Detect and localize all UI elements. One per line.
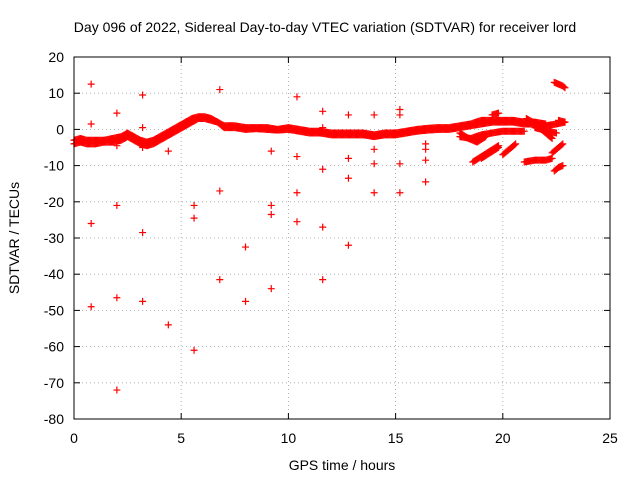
data-point: [520, 127, 528, 135]
x-tick-label: 0: [70, 430, 78, 446]
y-tick-label: 10: [48, 85, 64, 101]
y-tick-label: -10: [44, 158, 64, 174]
data-point: [267, 210, 275, 218]
data-point: [422, 156, 430, 164]
data-point: [561, 84, 569, 92]
data-point: [422, 178, 430, 186]
chart-title: Day 096 of 2022, Sidereal Day-to-day VTE…: [74, 19, 576, 35]
data-point: [370, 160, 378, 168]
data-point: [139, 91, 147, 99]
data-point: [319, 107, 327, 115]
data-point: [139, 297, 147, 305]
x-tick-label: 15: [388, 430, 404, 446]
data-point: [164, 147, 172, 155]
data-point: [542, 120, 550, 128]
data-point: [370, 189, 378, 197]
data-point: [482, 133, 490, 141]
data-point: [511, 141, 519, 149]
data-point: [267, 201, 275, 209]
data-point: [560, 83, 568, 91]
y-tick-label: -70: [44, 375, 64, 391]
data-point: [113, 294, 121, 302]
data-point: [293, 93, 301, 101]
data-point: [548, 134, 556, 142]
data-point: [344, 241, 352, 249]
data-point: [293, 189, 301, 197]
data-point: [139, 124, 147, 132]
y-tick-label: -20: [44, 194, 64, 210]
x-tick-label: 20: [495, 430, 511, 446]
x-tick-label: 10: [281, 430, 297, 446]
data-point: [512, 140, 520, 148]
data-point: [559, 162, 567, 170]
data-point: [113, 386, 121, 394]
data-point: [559, 140, 567, 148]
y-tick-label: 0: [56, 121, 64, 137]
data-point: [370, 111, 378, 119]
y-tick-label: -30: [44, 230, 64, 246]
y-tick-label: -40: [44, 266, 64, 282]
data-point: [396, 189, 404, 197]
x-tick-label: 25: [602, 430, 618, 446]
data-point: [495, 144, 503, 151]
data-point: [422, 145, 430, 153]
data-point: [164, 321, 172, 329]
data-point: [293, 153, 301, 161]
x-axis-label: GPS time / hours: [289, 457, 396, 473]
data-point: [344, 174, 352, 182]
data-point: [396, 160, 404, 168]
data-point: [113, 142, 121, 150]
data-point: [495, 109, 503, 117]
data-point: [344, 111, 352, 119]
data-point: [190, 346, 198, 354]
data-point: [242, 297, 250, 305]
data-point: [87, 220, 95, 228]
data-point: [190, 214, 198, 222]
x-tick-label: 5: [177, 430, 185, 446]
data-point: [216, 86, 224, 94]
data-point: [396, 111, 404, 119]
data-point: [481, 133, 489, 141]
data-point: [561, 118, 569, 126]
data-point: [293, 218, 301, 226]
data-point: [216, 187, 224, 195]
data-point: [242, 243, 250, 251]
y-tick-label: -50: [44, 302, 64, 318]
data-point: [267, 147, 275, 155]
data-point: [87, 303, 95, 311]
data-point: [370, 145, 378, 153]
data-point: [319, 124, 327, 132]
data-points: [70, 78, 569, 394]
data-point: [87, 80, 95, 88]
data-point: [552, 129, 560, 137]
data-point: [319, 165, 327, 173]
data-point: [344, 154, 352, 162]
data-point: [493, 144, 501, 152]
y-tick-label: -60: [44, 339, 64, 355]
axis-ticks: 0 5 10 15 20 25 -80 -70 -60 -50 -40 -30 -20 -10 0 10 20: [44, 49, 618, 446]
y-axis-label: SDTVAR / TECUs: [6, 182, 22, 294]
grid-lines: [74, 57, 610, 419]
data-point: [139, 229, 147, 237]
data-point: [319, 223, 327, 231]
data-point: [216, 276, 224, 284]
y-tick-label: -80: [44, 411, 64, 427]
data-point: [87, 120, 95, 128]
data-point: [113, 201, 121, 209]
y-tick-label: 20: [48, 49, 64, 65]
data-point: [139, 144, 147, 151]
data-point: [113, 109, 121, 117]
data-point: [319, 276, 327, 284]
data-point: [190, 201, 198, 209]
data-point: [558, 141, 566, 149]
data-point: [267, 285, 275, 293]
